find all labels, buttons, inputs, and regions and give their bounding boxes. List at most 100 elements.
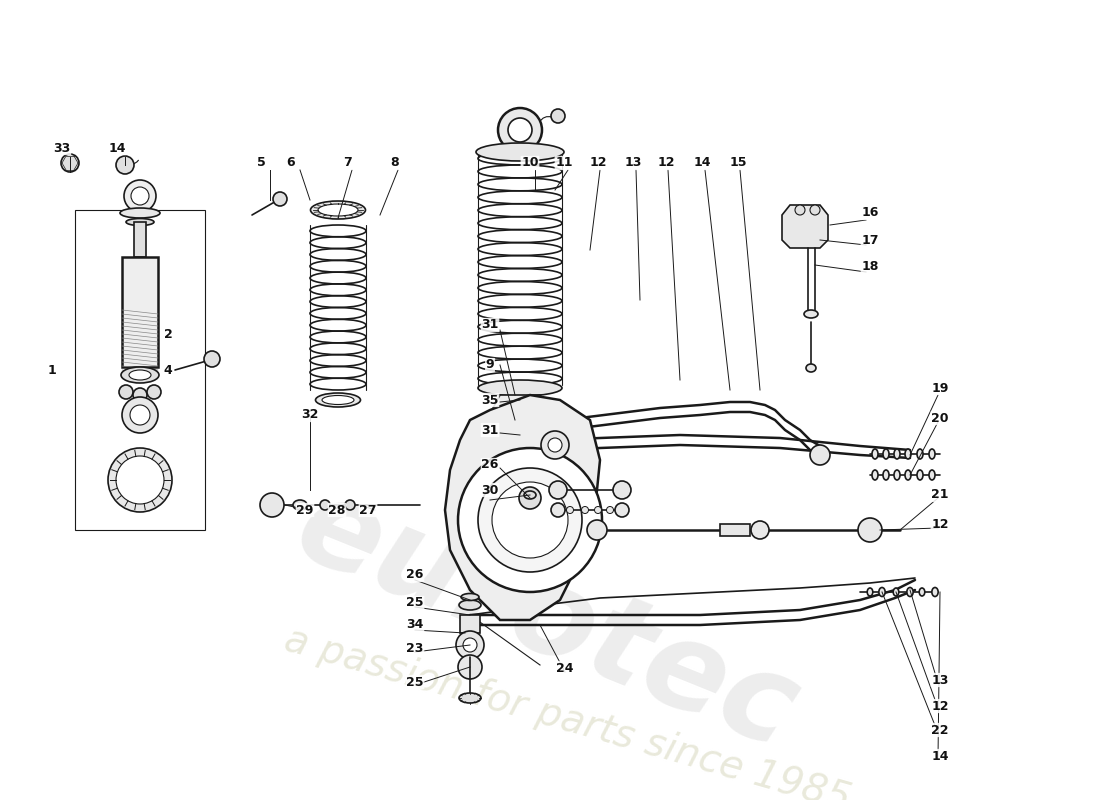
Text: 33: 33 — [54, 142, 70, 154]
Text: 14: 14 — [932, 750, 948, 762]
Ellipse shape — [126, 218, 154, 226]
Ellipse shape — [459, 693, 481, 703]
Text: 2: 2 — [164, 329, 173, 342]
Circle shape — [795, 205, 805, 215]
Ellipse shape — [894, 449, 900, 459]
Text: 1: 1 — [47, 363, 56, 377]
Circle shape — [751, 521, 769, 539]
Text: 13: 13 — [932, 674, 948, 686]
Circle shape — [130, 405, 150, 425]
Text: 17: 17 — [861, 234, 879, 246]
Text: 21: 21 — [932, 489, 948, 502]
Circle shape — [858, 518, 882, 542]
Bar — [134, 222, 146, 257]
Circle shape — [124, 180, 156, 212]
Circle shape — [566, 506, 573, 514]
Text: 9: 9 — [486, 358, 494, 371]
Ellipse shape — [806, 364, 816, 372]
Text: 11: 11 — [556, 157, 573, 170]
Ellipse shape — [293, 500, 307, 510]
Circle shape — [551, 503, 565, 517]
Circle shape — [615, 503, 629, 517]
Ellipse shape — [867, 588, 872, 596]
Text: 15: 15 — [729, 157, 747, 170]
Polygon shape — [446, 395, 600, 620]
Circle shape — [60, 154, 79, 172]
Bar — [122, 257, 158, 367]
Circle shape — [582, 506, 588, 514]
Circle shape — [587, 520, 607, 540]
Ellipse shape — [524, 491, 536, 499]
Ellipse shape — [883, 449, 889, 459]
Ellipse shape — [320, 500, 330, 510]
Ellipse shape — [509, 413, 531, 427]
Ellipse shape — [478, 380, 562, 396]
Ellipse shape — [893, 588, 899, 596]
Circle shape — [458, 655, 482, 679]
Ellipse shape — [459, 600, 481, 610]
Ellipse shape — [930, 449, 935, 459]
Text: 14: 14 — [108, 142, 125, 154]
Text: 16: 16 — [861, 206, 879, 219]
Text: 14: 14 — [693, 157, 711, 170]
Circle shape — [204, 351, 220, 367]
Text: 25: 25 — [406, 675, 424, 689]
Circle shape — [119, 385, 133, 399]
Circle shape — [147, 385, 161, 399]
Circle shape — [463, 638, 477, 652]
Text: 6: 6 — [287, 157, 295, 170]
Text: 12: 12 — [932, 699, 948, 713]
Text: 12: 12 — [932, 518, 948, 531]
Ellipse shape — [920, 588, 925, 596]
Text: 28: 28 — [328, 503, 345, 517]
Text: eurotec: eurotec — [280, 467, 813, 773]
Text: 35: 35 — [482, 394, 498, 406]
Circle shape — [541, 431, 569, 459]
Circle shape — [260, 493, 284, 517]
Text: 23: 23 — [406, 642, 424, 654]
Ellipse shape — [318, 204, 358, 216]
Text: 10: 10 — [521, 157, 539, 170]
Circle shape — [498, 108, 542, 152]
Text: 26: 26 — [482, 458, 498, 471]
Ellipse shape — [879, 587, 886, 597]
Circle shape — [456, 631, 484, 659]
Text: 8: 8 — [390, 157, 399, 170]
Ellipse shape — [345, 500, 355, 510]
Text: 26: 26 — [406, 569, 424, 582]
Ellipse shape — [804, 310, 818, 318]
Circle shape — [613, 481, 631, 499]
Text: 30: 30 — [482, 483, 498, 497]
Text: 22: 22 — [932, 723, 948, 737]
Ellipse shape — [932, 587, 938, 597]
Ellipse shape — [461, 594, 478, 601]
Text: a passion for parts since 1985: a passion for parts since 1985 — [280, 621, 855, 800]
Circle shape — [133, 388, 147, 402]
Text: 18: 18 — [861, 261, 879, 274]
Polygon shape — [782, 205, 828, 248]
Circle shape — [508, 118, 532, 142]
Text: 13: 13 — [625, 157, 641, 170]
Ellipse shape — [905, 470, 911, 480]
Text: 34: 34 — [406, 618, 424, 631]
Polygon shape — [492, 395, 548, 420]
Circle shape — [549, 481, 566, 499]
Ellipse shape — [120, 208, 160, 218]
Ellipse shape — [310, 201, 365, 219]
Ellipse shape — [476, 143, 564, 161]
Circle shape — [108, 448, 172, 512]
Text: 19: 19 — [932, 382, 948, 394]
Ellipse shape — [121, 367, 160, 383]
Ellipse shape — [129, 370, 151, 380]
Ellipse shape — [906, 587, 913, 597]
Text: 31: 31 — [482, 423, 498, 437]
Text: 32: 32 — [301, 409, 319, 422]
Circle shape — [122, 397, 158, 433]
Text: 27: 27 — [360, 503, 376, 517]
Circle shape — [548, 438, 562, 452]
Circle shape — [131, 187, 149, 205]
Ellipse shape — [930, 470, 935, 480]
Ellipse shape — [905, 449, 911, 459]
Circle shape — [116, 456, 164, 504]
Text: 7: 7 — [343, 157, 352, 170]
